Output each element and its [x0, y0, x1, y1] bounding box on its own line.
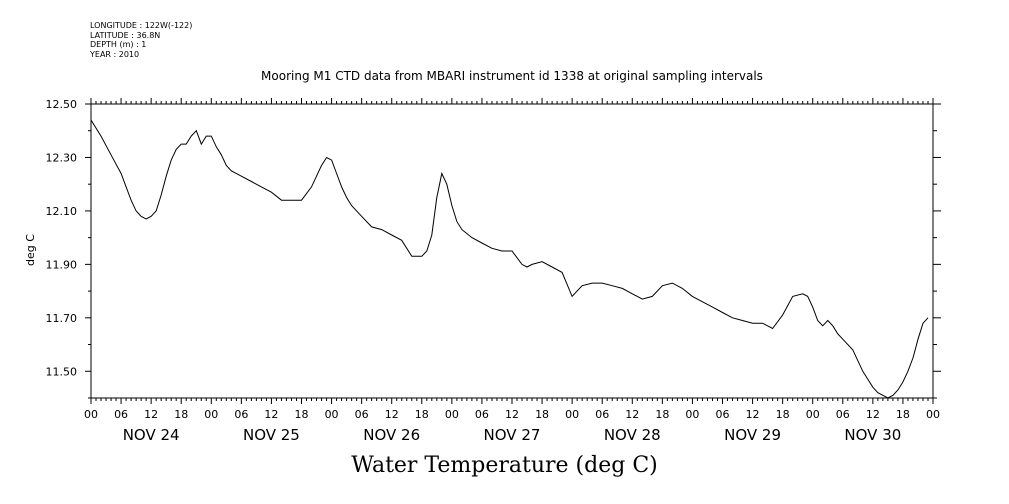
- x-hour-label: 18: [655, 408, 669, 421]
- y-tick-label: 11.90: [46, 258, 78, 271]
- x-hour-label: 06: [355, 408, 369, 421]
- x-hour-label: 06: [475, 408, 489, 421]
- x-hour-label: 18: [776, 408, 790, 421]
- x-hour-label: 12: [144, 408, 158, 421]
- x-hour-label: 06: [234, 408, 248, 421]
- metadata-block: LONGITUDE : 122W(-122) LATITUDE : 36.8N …: [90, 21, 192, 59]
- x-hour-label: 00: [926, 408, 940, 421]
- x-hour-label: 12: [625, 408, 639, 421]
- temperature-line: [90, 119, 929, 399]
- y-tick-labels: 12.50 12.30 12.10 11.90 11.70 11.50: [46, 98, 78, 378]
- x-hour-label: 12: [264, 408, 278, 421]
- chart-title: Mooring M1 CTD data from MBARI instrumen…: [261, 69, 763, 83]
- x-hour-label: 00: [685, 408, 699, 421]
- x-hour-label: 06: [595, 408, 609, 421]
- latitude-label: LATITUDE : 36.8N: [90, 30, 161, 40]
- x-hour-label: 18: [535, 408, 549, 421]
- x-hour-label: 18: [415, 408, 429, 421]
- axis-ticks: [85, 98, 941, 404]
- x-day-label: NOV 26: [363, 426, 420, 444]
- x-hour-label: 00: [565, 408, 579, 421]
- x-hour-label: 00: [204, 408, 218, 421]
- x-day-label: NOV 25: [243, 426, 300, 444]
- x-day-label: NOV 28: [604, 426, 661, 444]
- x-hour-label: 18: [295, 408, 309, 421]
- y-axis-label: deg C: [24, 234, 37, 266]
- y-tick-label: 12.30: [46, 151, 78, 164]
- x-day-label: NOV 27: [484, 426, 541, 444]
- x-hour-label: 00: [84, 408, 98, 421]
- x-hour-label: 00: [806, 408, 820, 421]
- x-day-label: NOV 30: [844, 426, 901, 444]
- x-hour-label: 12: [505, 408, 519, 421]
- depth-label: DEPTH (m) : 1: [90, 40, 147, 49]
- x-tick-labels: 00 06 12 18 00 06 12 18 00 06 12 18 00 06 12 18 00 06 12 18…: [84, 408, 940, 444]
- x-hour-label: 12: [866, 408, 880, 421]
- x-hour-label: 12: [746, 408, 760, 421]
- x-hour-label: 00: [325, 408, 339, 421]
- x-hour-label: 00: [445, 408, 459, 421]
- x-hour-label: 12: [385, 408, 399, 421]
- x-day-label: NOV 29: [724, 426, 781, 444]
- x-hour-label: 06: [836, 408, 850, 421]
- y-tick-label: 11.50: [46, 365, 78, 378]
- y-tick-label: 12.50: [46, 98, 78, 111]
- x-hour-label: 06: [716, 408, 730, 421]
- x-axis-title: Water Temperature (deg C): [351, 453, 658, 478]
- year-label: YEAR : 2010: [90, 49, 140, 59]
- x-hour-label: 18: [896, 408, 910, 421]
- x-hour-label: 18: [174, 408, 188, 421]
- y-tick-label: 11.70: [46, 312, 78, 325]
- x-day-label: NOV 24: [123, 426, 180, 444]
- y-tick-label: 12.10: [46, 205, 78, 218]
- x-hour-label: 06: [114, 408, 128, 421]
- longitude-label: LONGITUDE : 122W(-122): [90, 21, 193, 30]
